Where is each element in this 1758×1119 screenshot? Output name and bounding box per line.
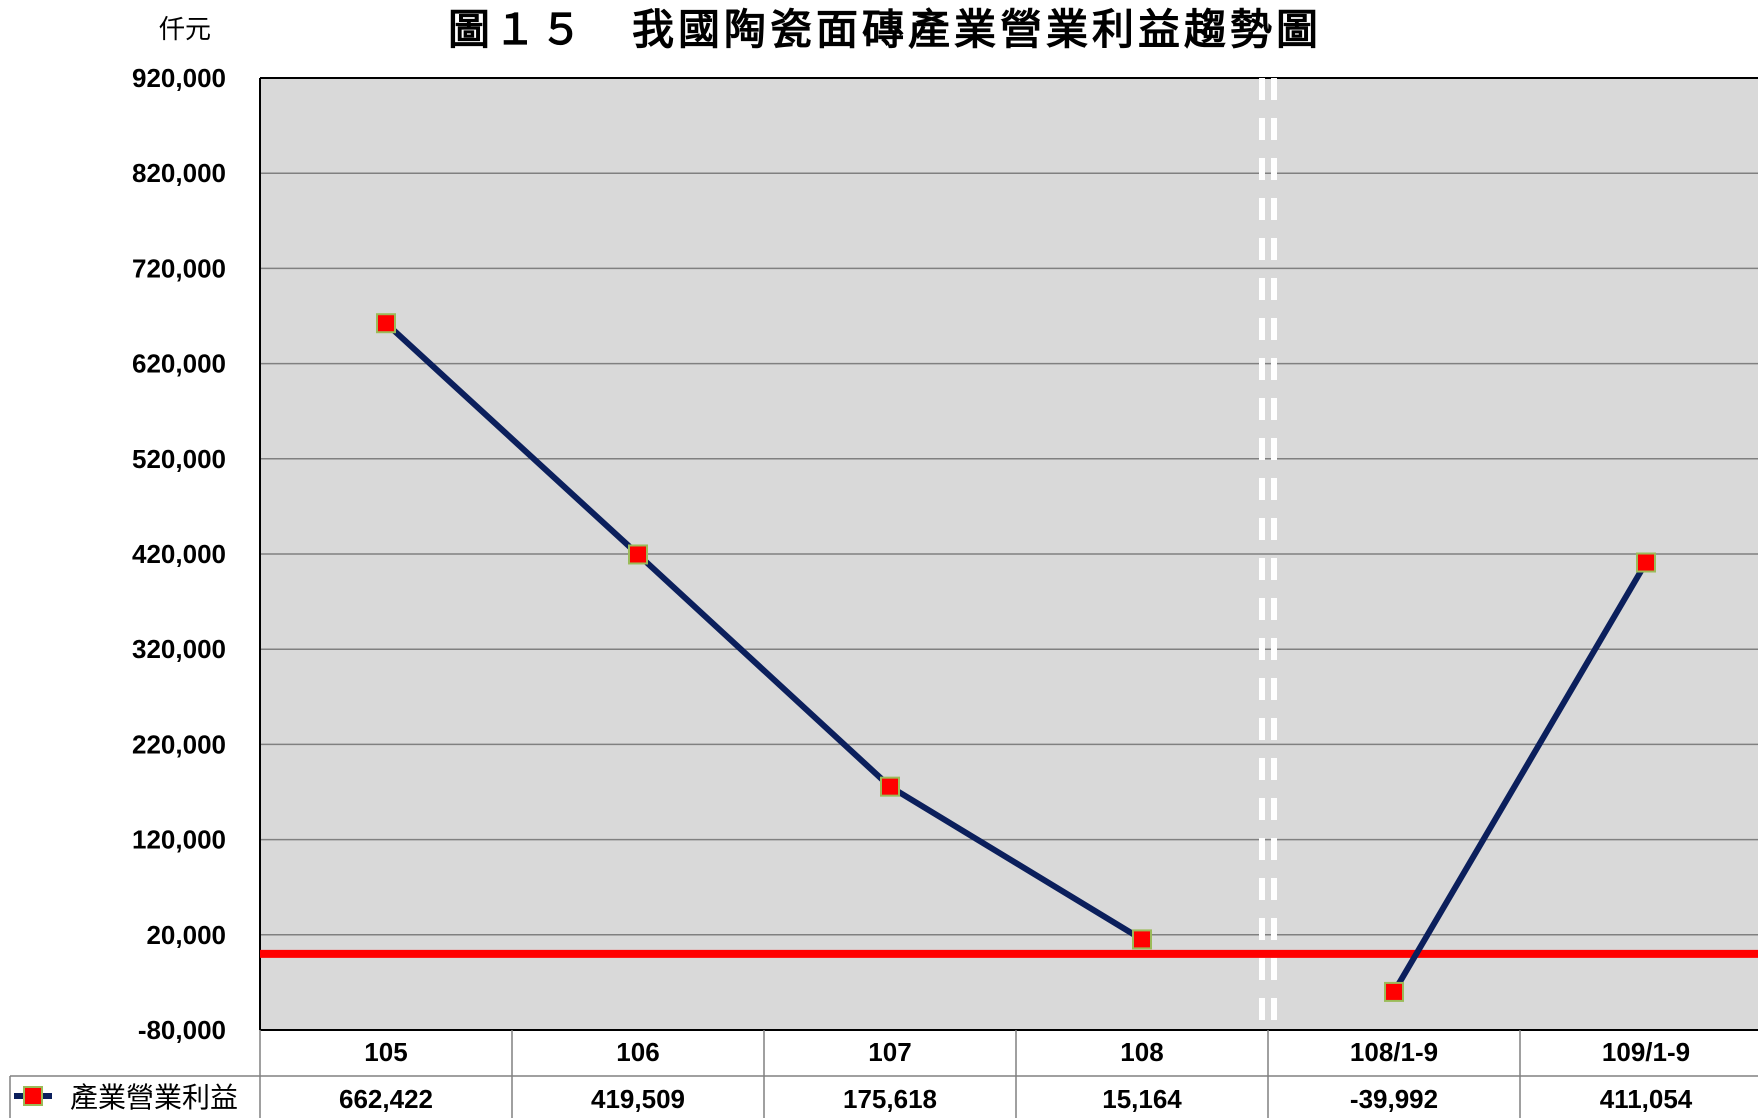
y-unit-label: 仟元 <box>159 15 211 45</box>
y-tick-label: 620,000 <box>132 349 226 379</box>
series-line-ytd <box>1391 560 1649 994</box>
series-line-annual <box>383 321 1144 942</box>
legend-series-name: 產業營業利益 <box>70 1081 238 1114</box>
table-value-cell: 662,422 <box>339 1084 433 1114</box>
data-point-marker <box>628 544 648 565</box>
x-category-label: 108/1-9 <box>1350 1037 1438 1067</box>
y-tick-label: 720,000 <box>132 253 226 283</box>
y-tick-label: 220,000 <box>132 729 226 759</box>
y-tick-label: 320,000 <box>132 634 226 664</box>
x-category-label: 107 <box>868 1037 911 1067</box>
table-value-cell: -39,992 <box>1350 1084 1438 1114</box>
legend-marker-icon <box>23 1086 43 1106</box>
data-point-marker <box>1132 929 1152 950</box>
y-tick-label: -80,000 <box>138 1015 226 1045</box>
table-value-cell: 175,618 <box>843 1084 937 1114</box>
data-table: 105 106 107 108 108/1-9 109/1-9 產業營業利益 662,422 4… <box>9 1029 1758 1118</box>
y-tick-label: 520,000 <box>132 444 226 474</box>
y-tick-label: 820,000 <box>132 158 226 188</box>
x-category-label: 109/1-9 <box>1602 1037 1690 1067</box>
table-value-cell: 15,164 <box>1102 1084 1182 1114</box>
y-tick-label: 420,000 <box>132 539 226 569</box>
x-category-label: 105 <box>364 1037 407 1067</box>
y-tick-label: 20,000 <box>146 920 226 950</box>
y-tick-label: 920,000 <box>132 63 226 93</box>
x-category-label: 106 <box>616 1037 659 1067</box>
y-tick-label: 120,000 <box>132 825 226 855</box>
chart-title: 圖１５ 我國陶瓷面磚產業營業利益趨勢圖 <box>448 5 1322 54</box>
plot-area: -80,000 20,000 120,000 220,000 320,000 420,00… <box>132 63 1758 1045</box>
data-point-marker <box>376 313 396 334</box>
data-point-marker <box>1384 981 1404 1002</box>
x-category-label: 108 <box>1120 1037 1163 1067</box>
data-point-marker <box>880 776 900 797</box>
data-point-marker <box>1636 552 1656 573</box>
table-value-cell: 419,509 <box>591 1084 685 1114</box>
table-value-cell: 411,054 <box>1600 1084 1693 1114</box>
